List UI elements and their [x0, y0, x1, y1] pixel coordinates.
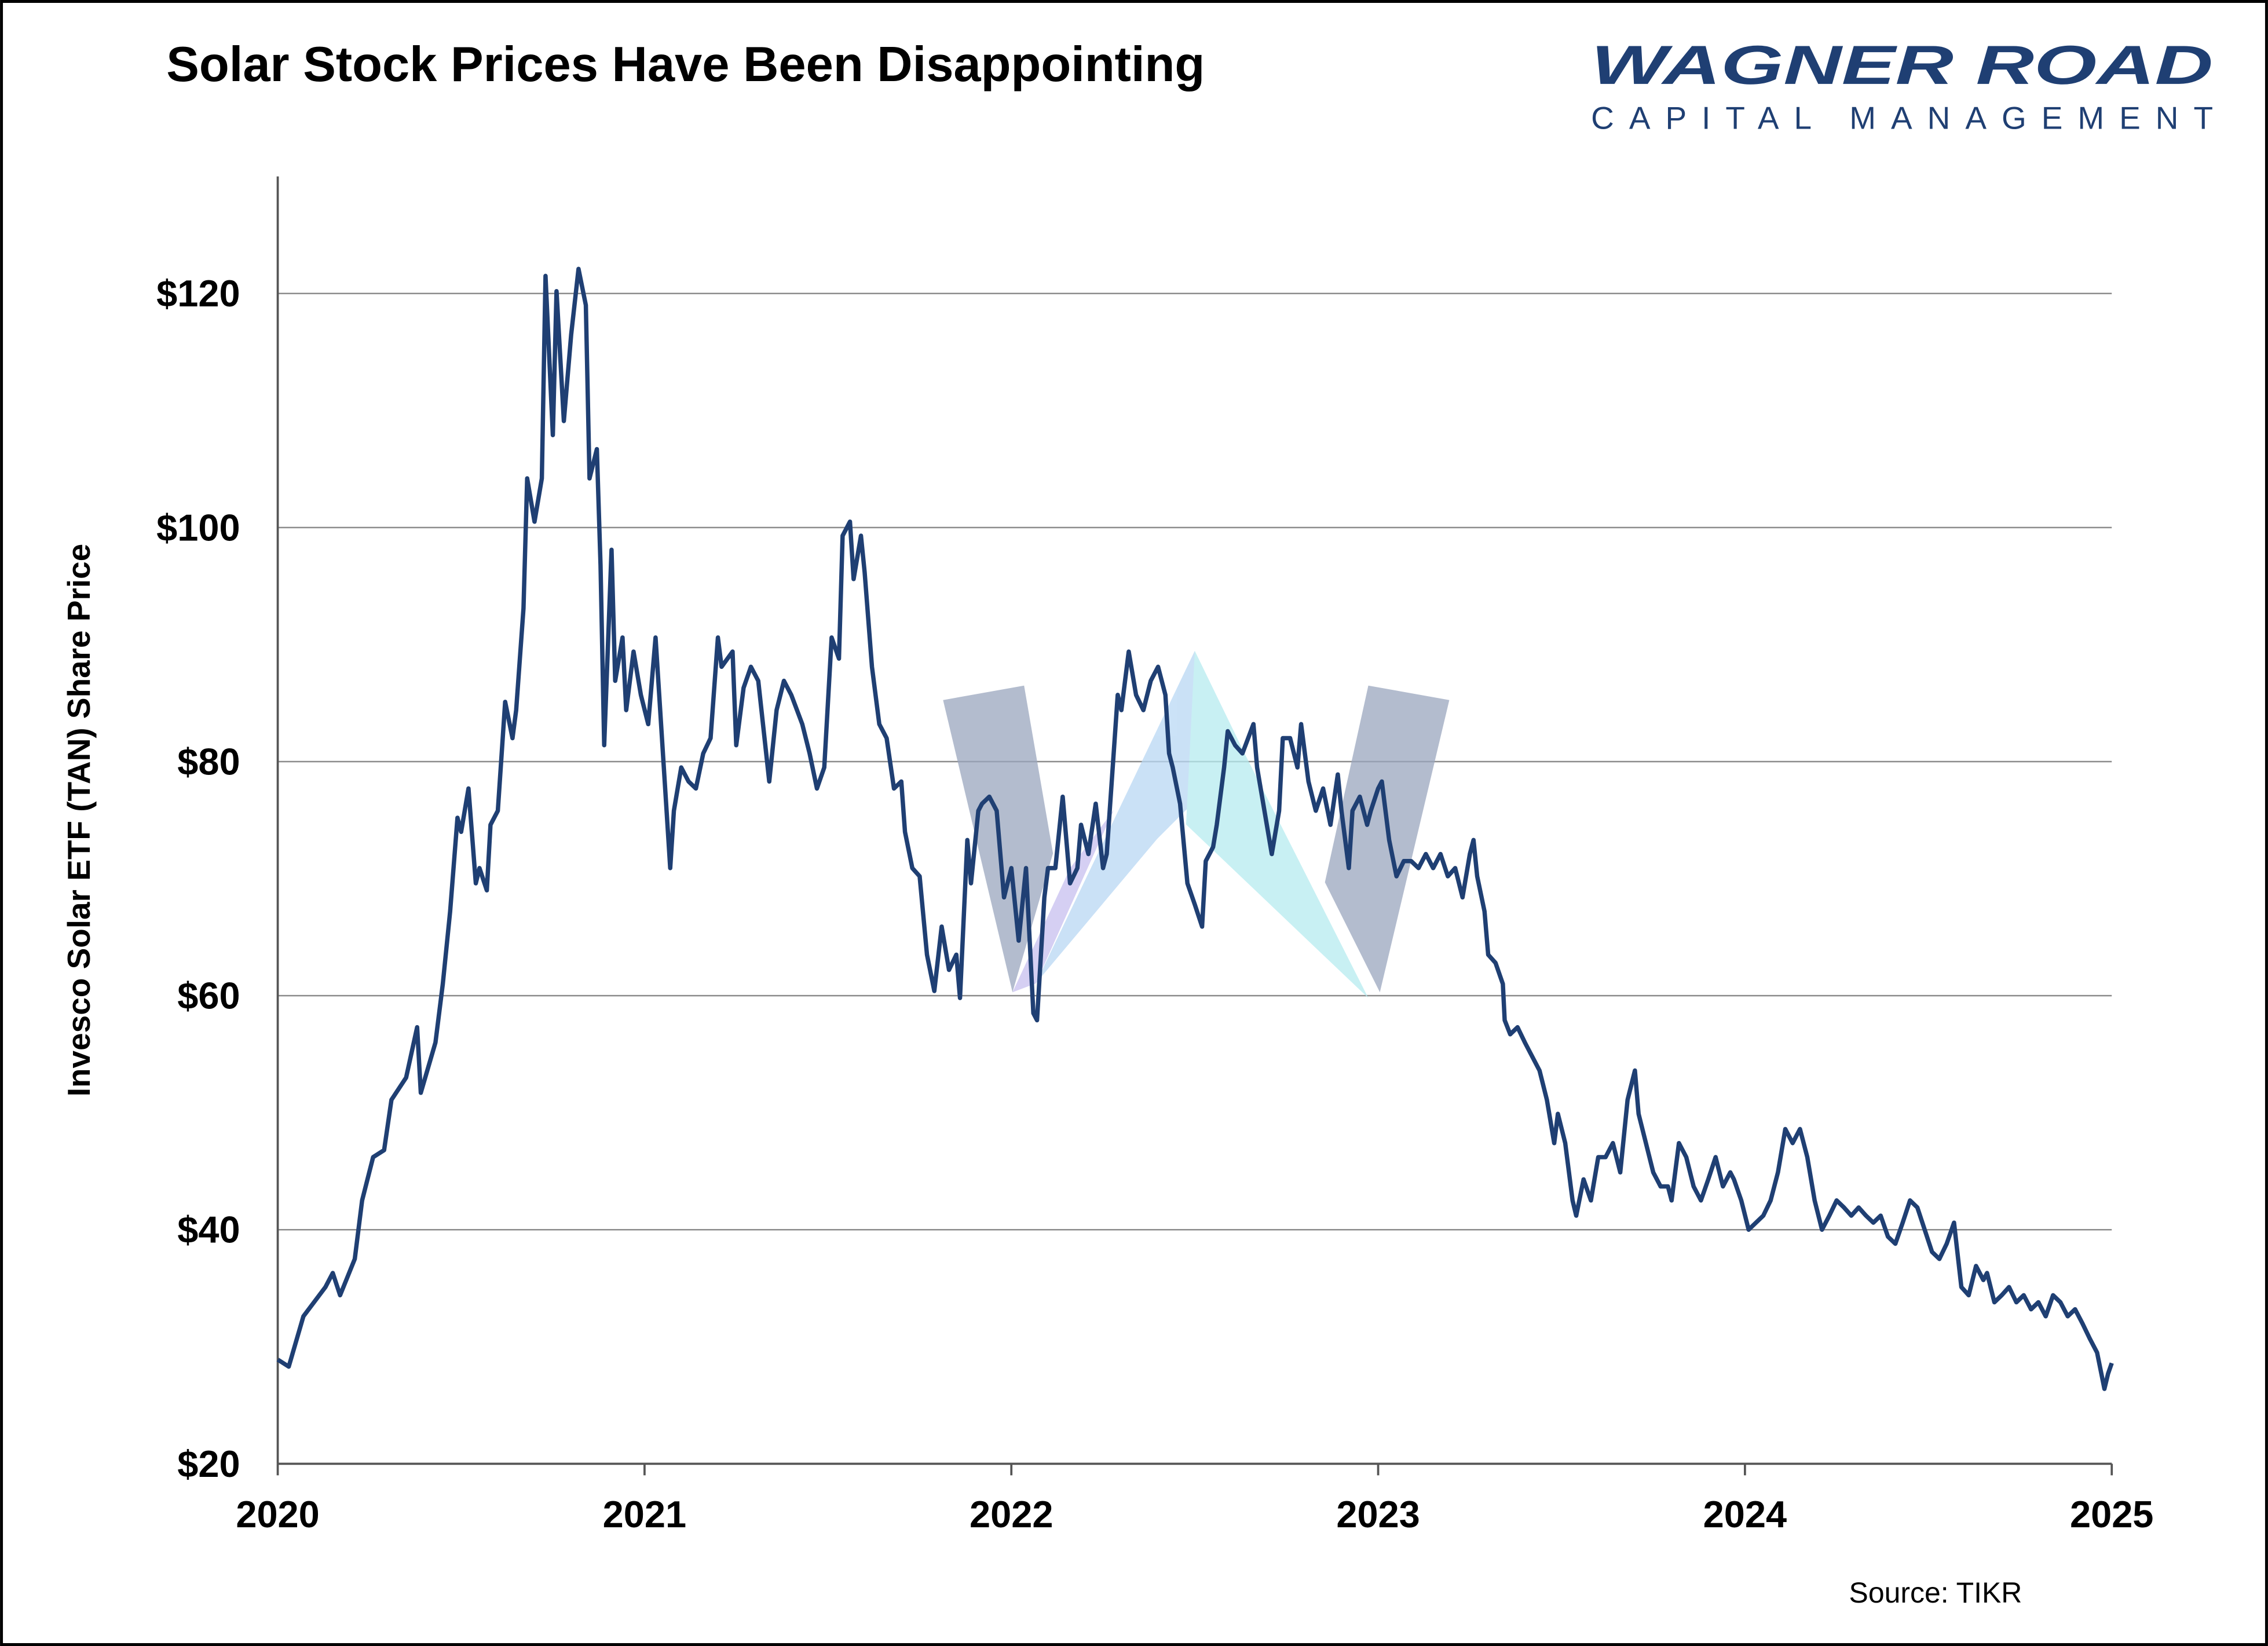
y-tick-label: $120	[156, 272, 240, 314]
x-tick-label: 2023	[1336, 1493, 1420, 1535]
y-tick-label: $20	[177, 1443, 240, 1485]
x-tick-label: 2024	[1703, 1493, 1787, 1535]
logo-title: WAGNER ROAD	[1591, 35, 2213, 96]
y-tick-label: $80	[177, 740, 240, 782]
chart-title: Solar Stock Prices Have Been Disappointi…	[166, 36, 1205, 92]
x-tick-label: 2021	[603, 1493, 686, 1535]
x-tick-label: 2020	[236, 1493, 319, 1535]
y-tick-label: $100	[156, 506, 240, 548]
source-note: Source: TIKR	[1849, 1576, 2022, 1609]
logo-subtitle: CAPITAL MANAGEMENT	[1591, 100, 2213, 136]
price-line	[276, 266, 2114, 1391]
y-tick-label: $60	[177, 975, 240, 1017]
x-tick-label: 2025	[2070, 1493, 2153, 1535]
y-tick-label: $40	[177, 1209, 240, 1251]
x-tick-label: 2022	[970, 1493, 1053, 1535]
y-axis-label: Invesco Solar ETF (TAN) Share Price	[61, 544, 97, 1097]
